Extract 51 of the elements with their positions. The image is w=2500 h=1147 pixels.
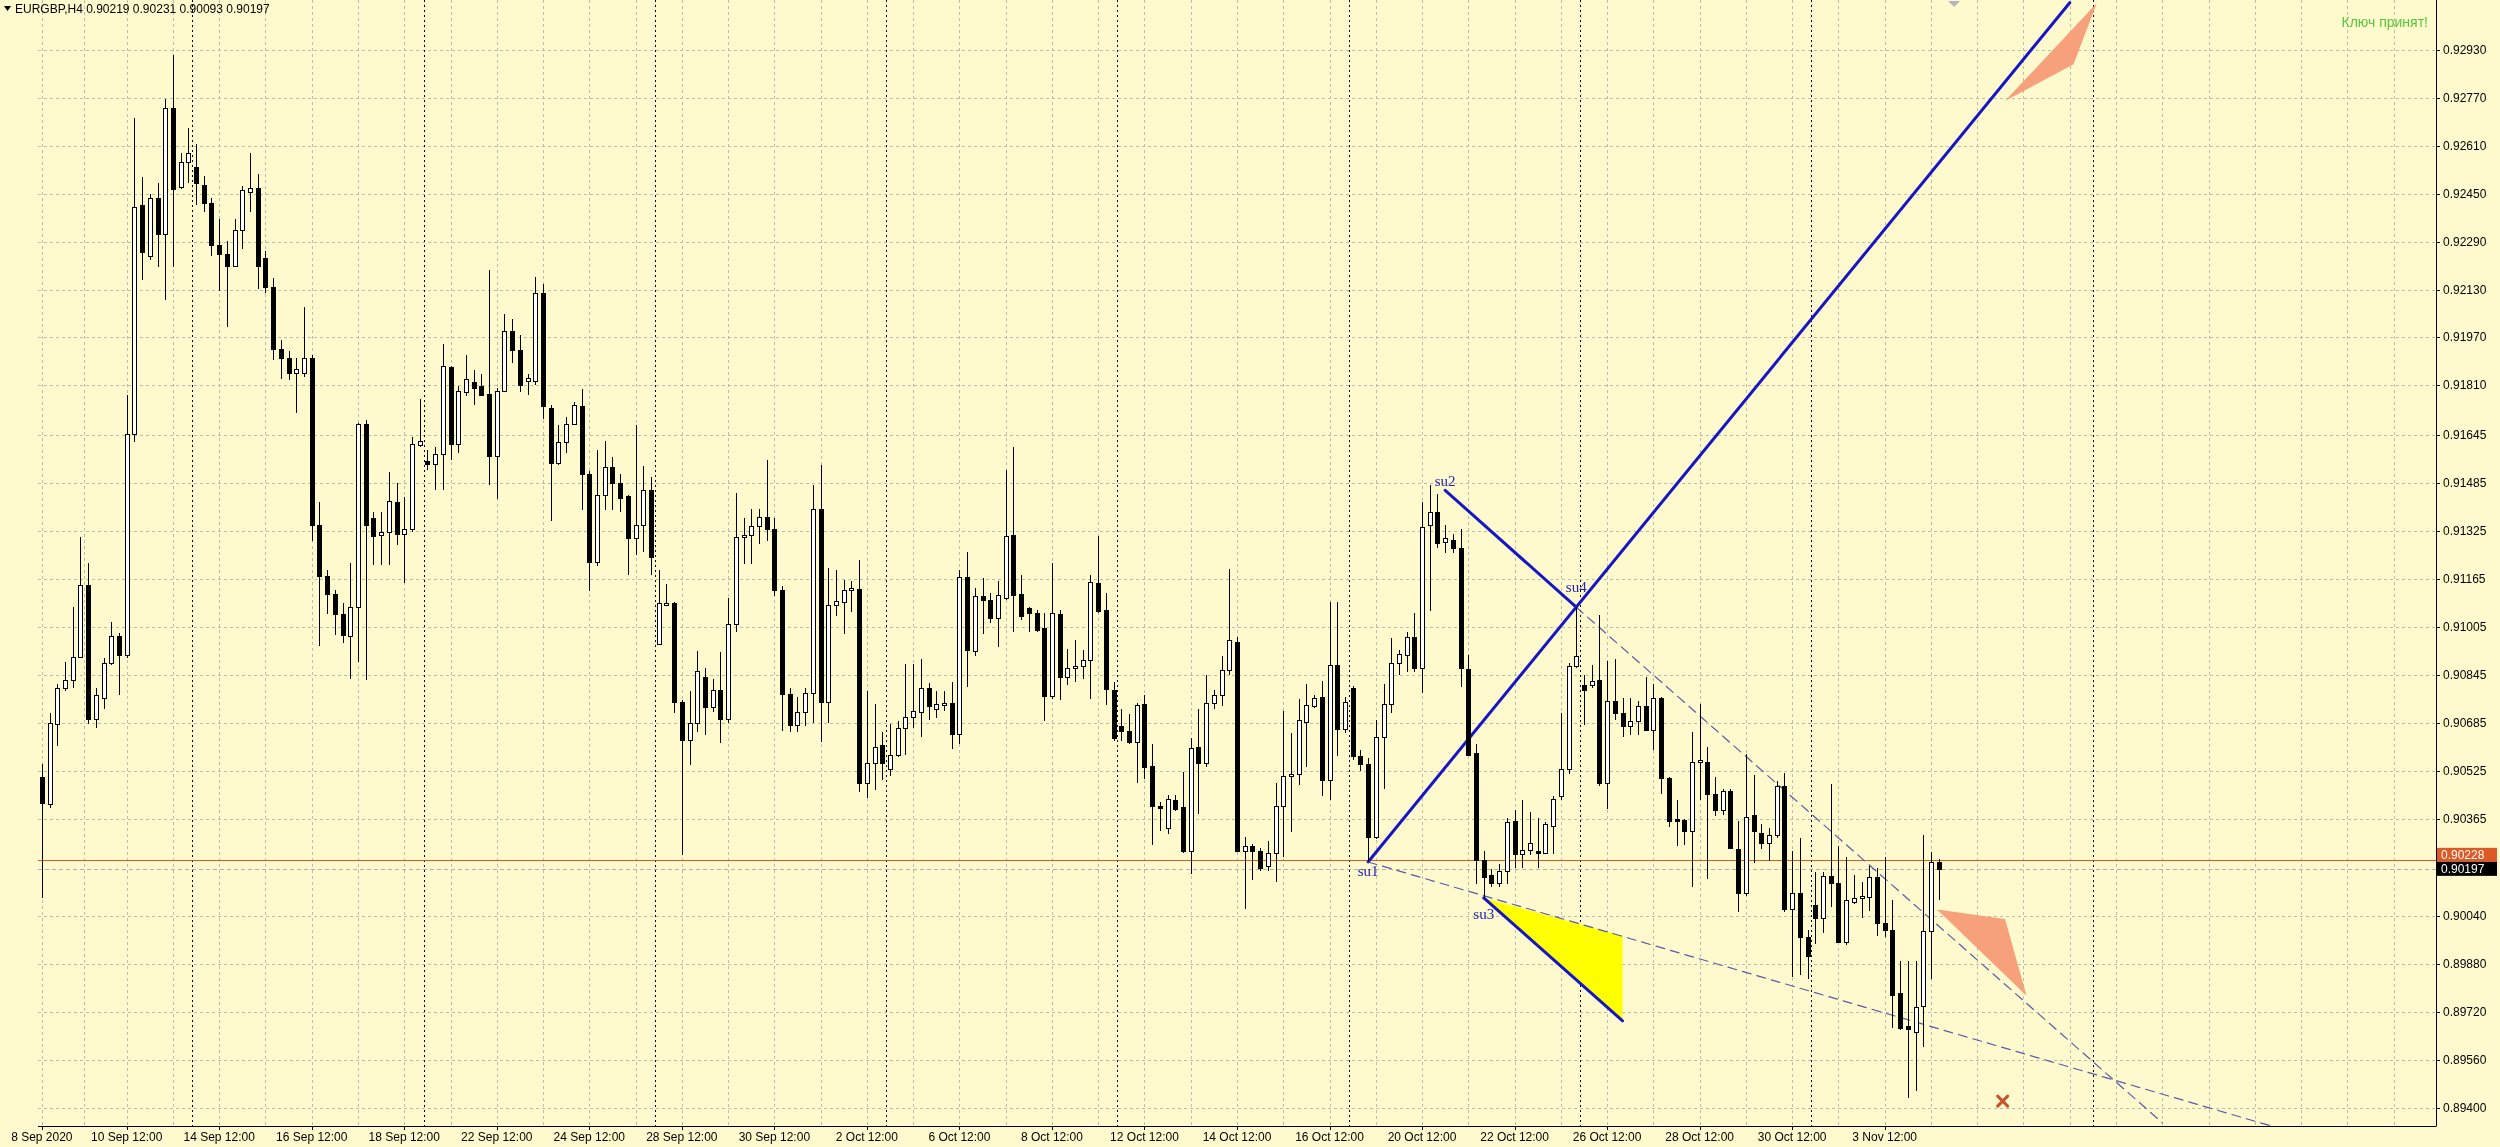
x-tick-label: 20 Oct 12:00 xyxy=(1387,1130,1457,1144)
y-tick-label: 0.92130 xyxy=(2443,282,2487,297)
x-tick-label: 30 Oct 12:00 xyxy=(1757,1130,1827,1144)
y-tick-label: 0.89400 xyxy=(2443,1100,2487,1115)
x-tick-label: 8 Oct 12:00 xyxy=(1020,1130,1084,1144)
x-tick-label: 2 Oct 12:00 xyxy=(835,1130,899,1144)
y-tick-label: 0.90365 xyxy=(2443,811,2487,826)
annotation: su2 xyxy=(1434,473,1456,490)
ref-line-label: 0.90197 xyxy=(2441,861,2485,876)
y-tick-label: 0.90525 xyxy=(2443,763,2487,778)
x-tick-label: 18 Sep 12:00 xyxy=(368,1130,441,1144)
x-tick-label: 26 Oct 12:00 xyxy=(1572,1130,1642,1144)
x-tick-label: 6 Oct 12:00 xyxy=(928,1130,991,1144)
x-tick-label: 10 Sep 12:00 xyxy=(90,1130,163,1144)
y-tick-label: 0.91005 xyxy=(2443,619,2487,634)
x-tick-label: 28 Sep 12:00 xyxy=(646,1130,718,1144)
annotation: su1 xyxy=(1357,862,1379,879)
x-tick-label: 22 Sep 12:00 xyxy=(461,1130,533,1144)
ref-line-label: 0.90228 xyxy=(2441,847,2485,862)
y-tick-label: 0.89560 xyxy=(2443,1052,2487,1067)
y-tick-label: 0.91970 xyxy=(2443,330,2487,345)
annotation: su3 xyxy=(1473,905,1495,922)
x-tick-label: 12 Oct 12:00 xyxy=(1110,1130,1180,1144)
x-tick-label: 14 Sep 12:00 xyxy=(183,1130,256,1144)
y-tick-label: 0.92770 xyxy=(2443,90,2487,105)
y-tick-label: 0.92610 xyxy=(2443,138,2487,153)
y-tick-label: 0.91325 xyxy=(2443,523,2487,538)
annotation: Ключ принят! xyxy=(2341,14,2428,30)
chart-title: EURGBP,H4 0.90219 0.90231 0.90093 0.90197 xyxy=(15,2,270,16)
x-tick-label: 16 Oct 12:00 xyxy=(1295,1130,1365,1144)
annotation: su4 xyxy=(1565,579,1588,596)
y-tick-label: 0.89880 xyxy=(2443,956,2487,971)
x-tick-label: 24 Sep 12:00 xyxy=(553,1130,626,1144)
x-tick-label: 14 Oct 12:00 xyxy=(1202,1130,1272,1144)
y-tick-label: 0.90040 xyxy=(2443,908,2487,923)
x-tick-label: 22 Oct 12:00 xyxy=(1480,1130,1550,1144)
y-tick-label: 0.89720 xyxy=(2443,1004,2487,1019)
x-tick-label: 8 Sep 2020 xyxy=(11,1130,73,1144)
y-tick-label: 0.91165 xyxy=(2443,571,2486,586)
x-tick-label: 30 Sep 12:00 xyxy=(738,1130,811,1144)
y-tick-label: 0.90845 xyxy=(2443,667,2487,682)
y-tick-label: 0.91485 xyxy=(2443,475,2487,490)
y-tick-label: 0.91645 xyxy=(2443,427,2487,442)
x-tick-label: 3 Nov 12:00 xyxy=(1852,1130,1918,1144)
y-tick-label: 0.92450 xyxy=(2443,186,2487,201)
y-tick-label: 0.90685 xyxy=(2443,715,2487,730)
y-tick-label: 0.92930 xyxy=(2443,42,2487,57)
y-tick-label: 0.92290 xyxy=(2443,234,2487,249)
y-tick-label: 0.91810 xyxy=(2443,378,2487,393)
x-tick-label: 28 Oct 12:00 xyxy=(1665,1130,1735,1144)
x-tick-label: 16 Sep 12:00 xyxy=(276,1130,348,1144)
